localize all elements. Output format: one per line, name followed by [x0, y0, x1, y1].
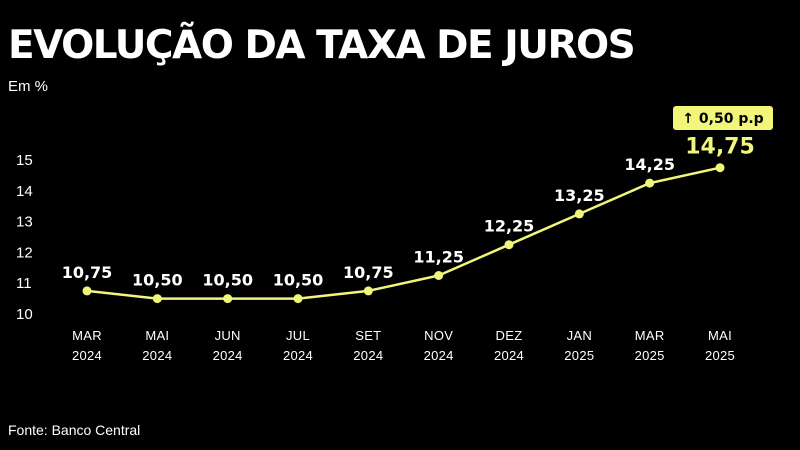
x-tick-year: 2024 — [424, 348, 454, 363]
x-tick-month: SET — [355, 328, 381, 343]
source-note: Fonte: Banco Central — [8, 422, 141, 438]
x-tick-month: DEZ — [496, 328, 523, 343]
y-tick-label: 12 — [16, 244, 33, 261]
annotation-text: ↑ 0,50 p.p — [682, 111, 763, 127]
data-point — [293, 294, 303, 304]
data-label: 10,75 — [343, 263, 394, 282]
y-tick-label: 10 — [16, 306, 33, 323]
x-axis-ticks: MAR 2024 MAI 2024 JUN 2024 JUL 2024 SET 2024 NOV 20… — [72, 328, 735, 363]
x-tick-year: 2025 — [705, 348, 735, 363]
x-tick-year: 2024 — [494, 348, 524, 363]
x-tick-month: MAI — [145, 328, 169, 343]
data-point — [715, 163, 725, 173]
x-tick-year: 2024 — [213, 348, 243, 363]
x-tick-year: 2025 — [564, 348, 594, 363]
data-label: 14,25 — [624, 155, 675, 174]
y-tick-label: 15 — [16, 152, 33, 169]
x-tick-month: JUL — [286, 328, 310, 343]
series-line — [86, 166, 721, 300]
y-tick-label: 13 — [16, 214, 33, 231]
data-label: 10,50 — [132, 271, 183, 290]
data-label: 12,25 — [484, 217, 535, 236]
x-tick-year: 2025 — [635, 348, 665, 363]
x-tick-year: 2024 — [72, 348, 102, 363]
data-points — [82, 163, 725, 304]
data-point — [363, 286, 373, 296]
x-tick-month: JUN — [215, 328, 241, 343]
x-tick-year: 2024 — [353, 348, 383, 363]
data-labels: 10,75 10,50 10,50 10,50 10,75 11,25 12,25 13,25… — [62, 135, 755, 290]
chart-title: EVOLUÇÃO DA TAXA DE JUROS — [8, 23, 636, 68]
data-point — [82, 286, 92, 296]
data-point — [645, 178, 655, 188]
data-label: 13,25 — [554, 186, 605, 205]
unit-label: Em % — [8, 78, 49, 95]
data-label: 10,50 — [202, 271, 253, 290]
y-axis-ticks: 10 11 12 13 14 15 — [16, 152, 33, 323]
x-tick-month: JAN — [567, 328, 592, 343]
data-point — [223, 294, 233, 304]
x-tick-month: MAR — [72, 328, 102, 343]
x-tick-month: MAR — [635, 328, 665, 343]
x-tick-month: NOV — [424, 328, 453, 343]
x-tick-year: 2024 — [283, 348, 313, 363]
data-point — [152, 294, 162, 304]
data-point — [434, 271, 444, 280]
data-point — [574, 209, 584, 219]
y-tick-label: 11 — [16, 275, 32, 292]
change-annotation: ↑ 0,50 p.p — [673, 106, 773, 130]
annotation-badge — [673, 106, 773, 130]
data-label: 10,50 — [273, 271, 324, 290]
y-tick-label: 14 — [16, 183, 33, 200]
data-label: 11,25 — [413, 248, 464, 267]
data-label: 14,75 — [685, 135, 755, 160]
x-tick-year: 2024 — [142, 348, 172, 363]
data-point — [504, 240, 514, 250]
x-tick-month: MAI — [708, 328, 732, 343]
data-label: 10,75 — [62, 263, 113, 282]
